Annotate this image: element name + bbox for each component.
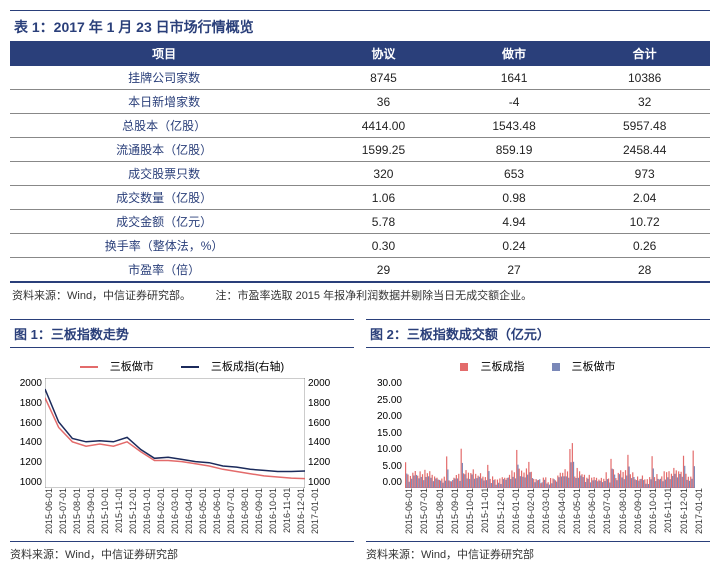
table-row: 成交数量（亿股）1.060.982.04: [10, 186, 710, 210]
table-row: 成交金额（亿元）5.784.9410.72: [10, 210, 710, 234]
col-header: 做市: [449, 41, 580, 66]
chart2-title: 图 2：三板指数成交额（亿元）: [366, 319, 710, 348]
chart1-title: 图 1：三板指数走势: [10, 319, 354, 348]
chart1-legend: 三板做市 三板成指(右轴): [14, 358, 350, 374]
chart1-plot: [45, 378, 305, 488]
chart2: 三板成指 三板做市 0.005.0010.0015.0020.0025.0030…: [366, 352, 710, 542]
table-row: 换手率（整体法，%）0.300.240.26: [10, 234, 710, 258]
col-header: 项目: [10, 41, 318, 66]
chart2-plot: [405, 378, 695, 488]
table-row: 流通股本（亿股）1599.25859.192458.44: [10, 138, 710, 162]
table-row: 本日新增家数36-432: [10, 90, 710, 114]
table-row: 市盈率（倍）292728: [10, 258, 710, 283]
col-header: 合计: [579, 41, 710, 66]
table-title: 表 1：2017 年 1 月 23 日市场行情概览: [10, 10, 710, 41]
table-row: 总股本（亿股）4414.001543.485957.48: [10, 114, 710, 138]
chart2-source: 资料来源：Wind，中信证券研究部: [366, 542, 710, 562]
table-row: 成交股票只数320653973: [10, 162, 710, 186]
market-table: 项目协议做市合计 挂牌公司家数8745164110386本日新增家数36-432…: [10, 41, 710, 283]
chart1-source: 资料来源：Wind，中信证券研究部: [10, 542, 354, 562]
table-row: 挂牌公司家数8745164110386: [10, 66, 710, 90]
chart2-legend: 三板成指 三板做市: [370, 358, 706, 374]
chart1: 三板做市 三板成指(右轴) 100012001400160018002000 1…: [10, 352, 354, 542]
col-header: 协议: [318, 41, 449, 66]
table-source: 资料来源：Wind，中信证券研究部。 注：市盈率选取 2015 年报净利润数据并…: [10, 283, 710, 313]
